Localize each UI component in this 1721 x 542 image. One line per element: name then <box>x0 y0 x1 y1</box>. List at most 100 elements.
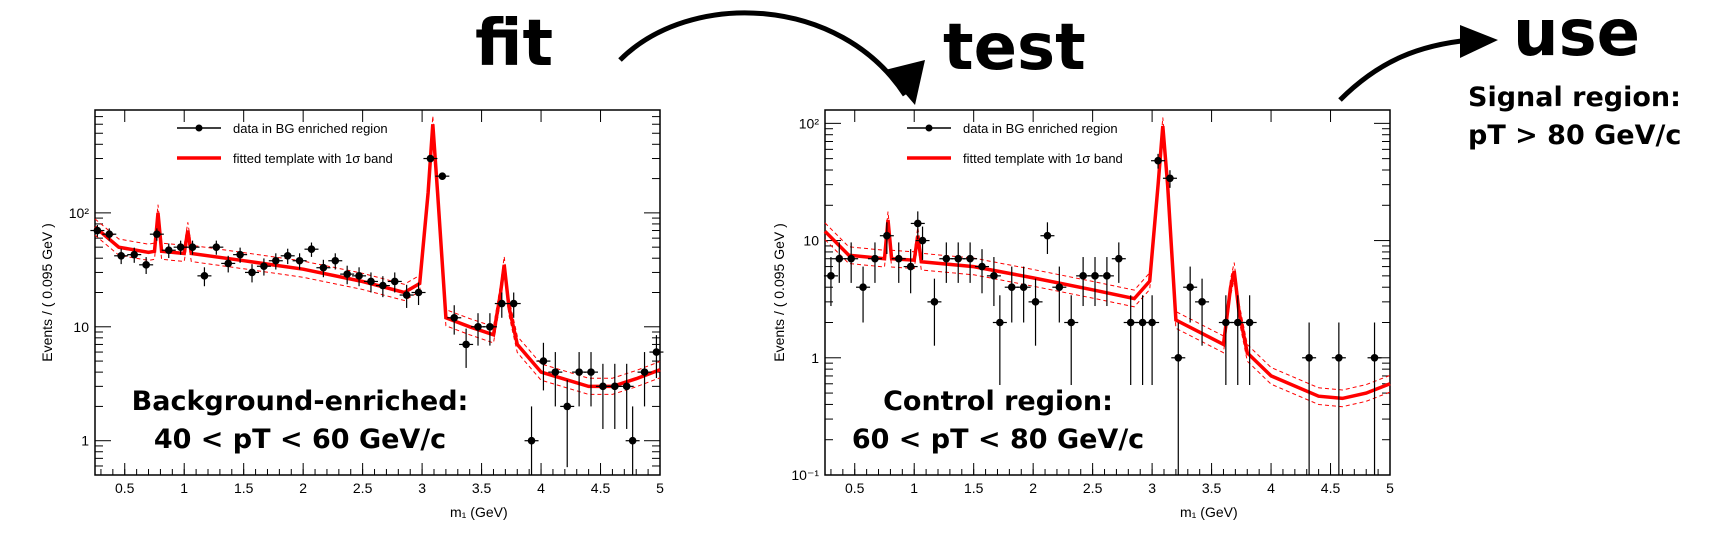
region-label-name: Background-enriched: <box>132 386 469 417</box>
data-point <box>883 231 891 240</box>
fit-to-test-arrowhead <box>885 60 925 105</box>
data-point <box>1233 318 1242 327</box>
data-point <box>1103 272 1111 280</box>
data-point <box>599 382 607 391</box>
data-point <box>622 382 631 391</box>
data-point <box>1115 254 1123 263</box>
y-tick-label: 10 <box>73 319 89 335</box>
legend-data-label: data in BG enriched region <box>233 121 388 136</box>
data-point <box>930 298 939 306</box>
data-point <box>1148 318 1156 327</box>
x-tick-label: 5 <box>1386 480 1394 496</box>
data-point <box>130 250 139 259</box>
data-point <box>628 436 637 445</box>
data-point <box>827 272 835 280</box>
test-to-use-arrowhead <box>1460 25 1498 58</box>
data-point <box>1138 318 1147 327</box>
data-point <box>509 299 518 308</box>
x-axis-title: m₁ (GeV) <box>1180 504 1238 520</box>
data-point <box>248 268 256 277</box>
data-point <box>1079 272 1087 280</box>
test-to-use-arrow <box>1338 37 1471 102</box>
x-tick-label: 0.5 <box>845 480 865 496</box>
x-tick-label: 4 <box>537 480 545 496</box>
x-tick-label: 4 <box>1267 480 1275 496</box>
data-point <box>1031 298 1040 306</box>
data-point <box>153 230 161 238</box>
data-point <box>367 277 375 286</box>
x-tick-label: 2 <box>1029 480 1037 496</box>
data-point <box>835 254 844 263</box>
data-point <box>462 340 470 349</box>
data-point <box>426 154 435 163</box>
x-tick-label: 5 <box>656 480 664 496</box>
data-point <box>652 348 661 356</box>
data-point <box>272 256 280 265</box>
x-tick-label: 2 <box>299 480 307 496</box>
y-tick-label: 10 <box>803 233 819 249</box>
data-point <box>539 357 548 365</box>
data-point <box>942 254 951 263</box>
data-point <box>390 277 399 286</box>
data-point <box>319 263 328 272</box>
x-tick-label: 1.5 <box>234 480 254 496</box>
data-point <box>1198 298 1206 306</box>
legend-fit-label: fitted template with 1σ band <box>233 151 393 166</box>
data-point <box>611 382 619 391</box>
data-point <box>117 251 125 260</box>
x-tick-label: 3 <box>418 480 426 496</box>
x-tick-label: 4.5 <box>1321 480 1341 496</box>
data-point <box>563 402 572 411</box>
data-point <box>164 246 173 255</box>
data-point <box>551 368 560 376</box>
data-point <box>1067 318 1076 327</box>
data-point <box>1186 283 1194 292</box>
data-point <box>906 262 915 271</box>
legend-data-marker <box>195 124 203 132</box>
data-point <box>587 368 595 376</box>
data-point <box>966 254 974 263</box>
data-point <box>331 256 340 265</box>
data-point <box>414 288 423 297</box>
fit-heading: fit <box>475 7 554 81</box>
x-tick-label: 3 <box>1148 480 1156 496</box>
data-point <box>575 368 583 376</box>
data-point <box>236 250 244 259</box>
data-point <box>1305 353 1313 362</box>
data-point <box>859 283 867 292</box>
data-point <box>438 172 447 180</box>
data-point <box>355 272 363 280</box>
fit-to-test-arrow <box>618 10 908 97</box>
data-point <box>142 261 150 269</box>
data-point <box>996 318 1004 327</box>
legend-data-marker <box>925 124 933 132</box>
data-point <box>918 236 927 245</box>
control-region-chart: 0.5 1 1.5 2 2.5 3 3.5 4 4.5 5 10⁻¹ 1 10 10² m₁ (GeV) Ev… <box>771 109 1394 520</box>
data-point <box>954 254 963 263</box>
x-tick-label: 1 <box>180 480 188 496</box>
data-point <box>640 368 649 376</box>
data-point <box>1043 231 1052 240</box>
data-point <box>847 254 855 263</box>
x-tick-label: 1.5 <box>964 480 984 496</box>
data-point <box>307 245 316 253</box>
data-point <box>212 243 221 251</box>
y-axis-title: Events / ( 0.095 GeV ) <box>39 223 55 362</box>
data-point <box>260 262 268 271</box>
data-point <box>894 254 903 263</box>
use-heading: use <box>1513 0 1641 71</box>
y-tick-label: 10² <box>69 205 90 221</box>
x-tick-label: 0.5 <box>115 480 135 496</box>
data-point <box>200 272 209 280</box>
x-axis-title: m₁ (GeV) <box>450 504 508 520</box>
x-tick-label: 2.5 <box>353 480 373 496</box>
data-point <box>1335 353 1343 362</box>
data-point <box>1370 353 1379 362</box>
data-point <box>343 270 351 278</box>
test-heading: test <box>943 11 1086 85</box>
data-point <box>978 262 986 271</box>
signal-region-cut: pT > 80 GeV/c <box>1468 120 1682 151</box>
data-point <box>450 313 459 322</box>
y-tick-label: 1 <box>811 350 819 366</box>
